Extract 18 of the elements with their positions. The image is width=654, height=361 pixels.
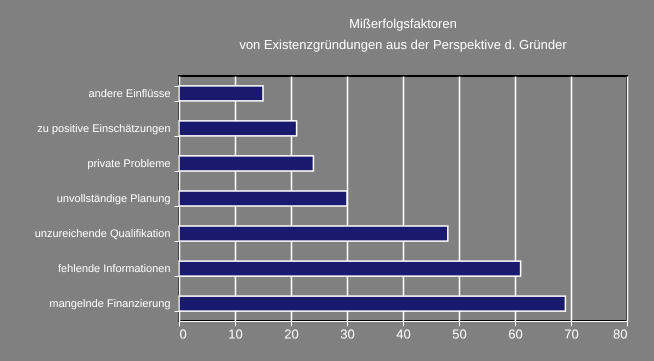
y-tick-label: private Probleme [87,158,170,170]
x-tick-label: 80 [613,326,628,342]
x-tick-label: 50 [452,326,467,342]
x-tick-label: 10 [228,326,243,342]
x-tick-label: 20 [284,326,299,342]
y-tick-label: andere Einflüsse [88,88,170,100]
x-tick-label: 70 [564,326,579,342]
y-tick-label: unvollständige Planung [56,193,170,205]
y-tick-label: mangelnde Finanzierung [49,298,170,310]
y-tick-label: zu positive Einschätzungen [37,122,170,135]
x-tick-label: 30 [340,326,355,342]
x-tick-label: 40 [396,326,411,342]
text: Mißerfolgsfaktoren [349,16,457,31]
x-tick-label: 60 [508,326,523,342]
text: von Existenzgründungen aus der Perspektive d. Gründer [239,37,567,52]
y-tick-label: fehlende Informationen [58,263,170,276]
y-tick-label: unzureichende Qualifikation [34,228,170,240]
x-tick-label: 0 [180,326,187,342]
